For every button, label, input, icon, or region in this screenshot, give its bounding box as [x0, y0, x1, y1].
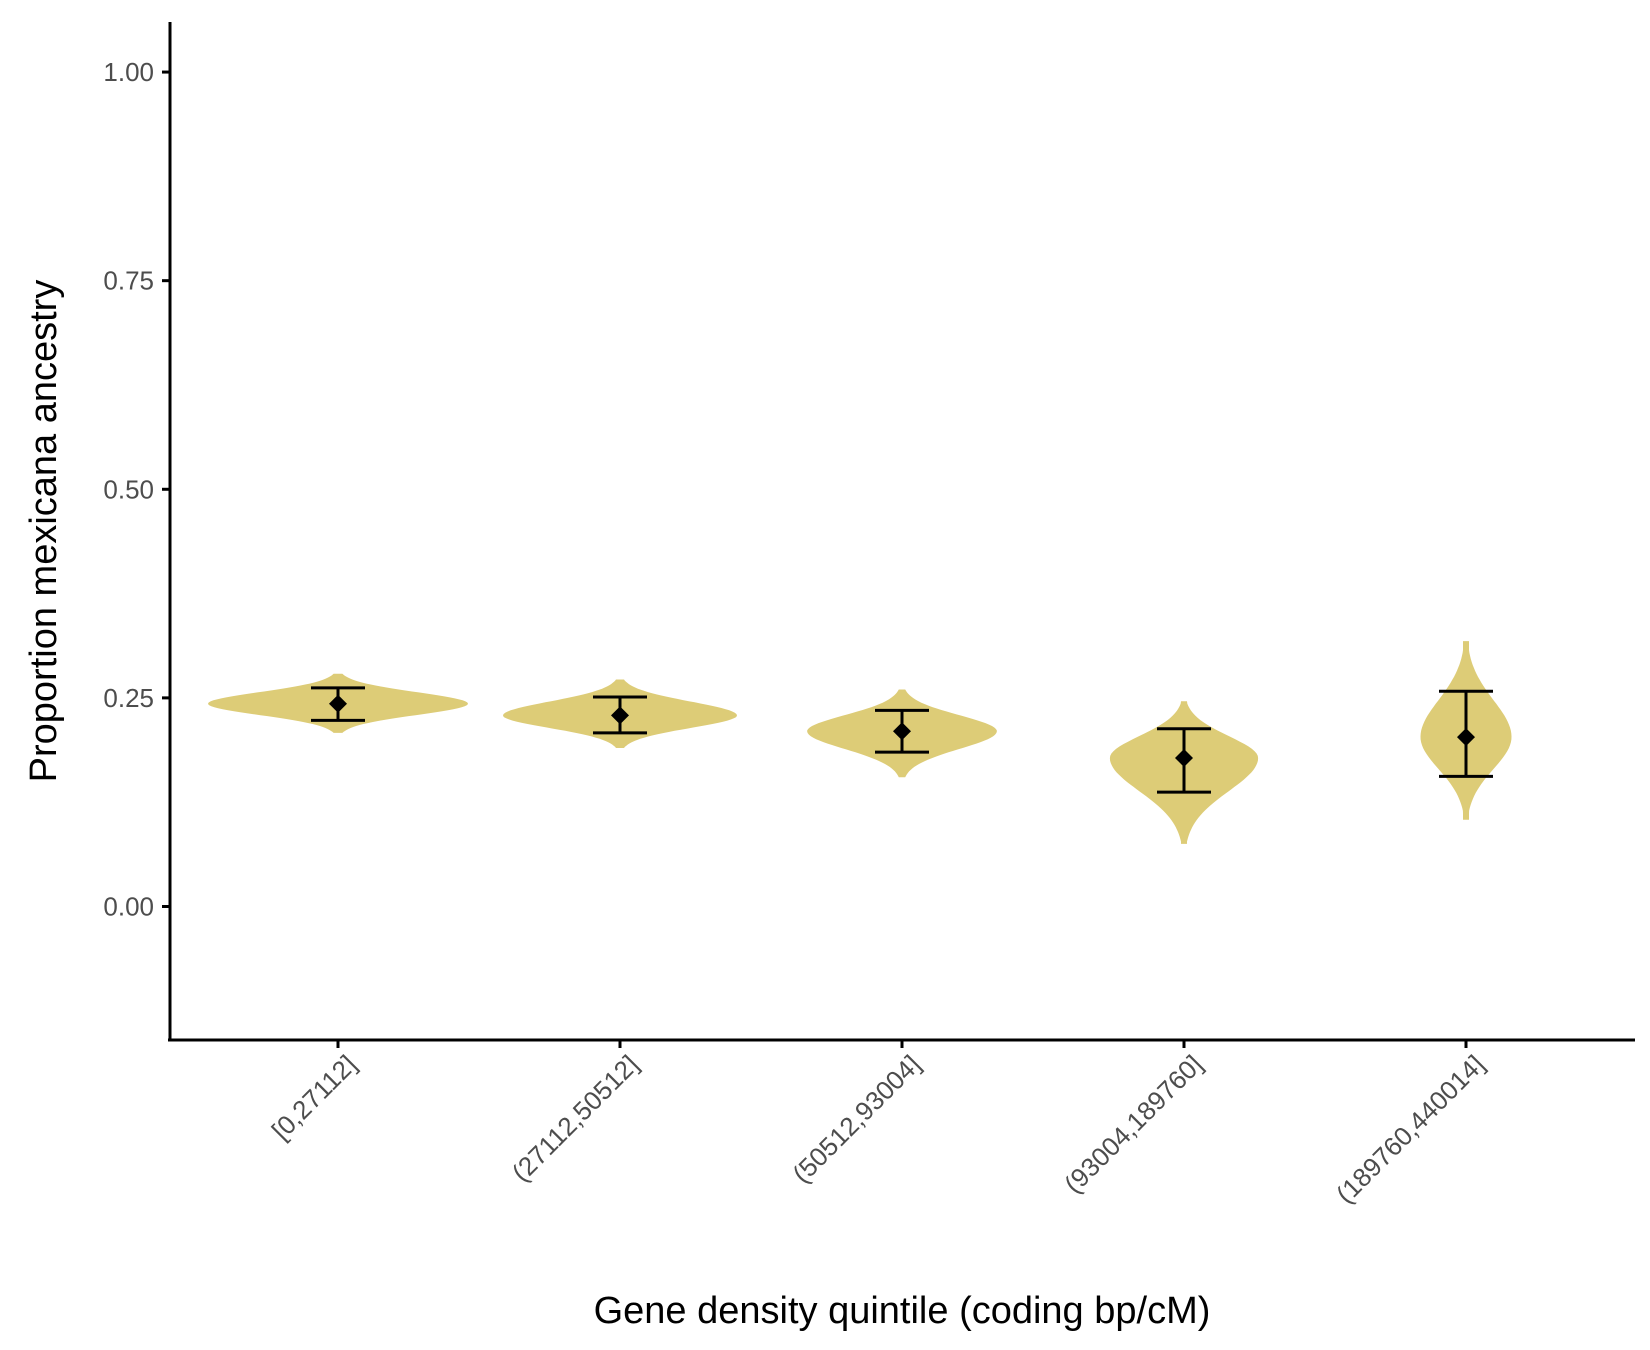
x-tick-label: [0,27112] — [266, 1049, 363, 1146]
mean-marker — [1457, 728, 1475, 747]
x-tick-label: (93004,189760] — [1058, 1049, 1208, 1199]
x-axis-title: Gene density quintile (coding bp/cM) — [594, 1290, 1211, 1332]
mean-marker — [1175, 748, 1193, 767]
x-tick-label: (27112,50512] — [506, 1049, 644, 1187]
y-axis: 0.00 0.25 0.50 0.75 1.00 — [103, 57, 170, 921]
y-tick-label: 1.00 — [103, 57, 154, 87]
y-tick-label: 0.75 — [103, 266, 154, 296]
errorbars-layer — [311, 686, 1493, 794]
y-axis-title: Proportion mexicana ancestry — [23, 280, 65, 783]
y-tick-label: 0.25 — [103, 683, 154, 713]
mean-marker — [893, 722, 911, 741]
mean-markers-layer — [329, 694, 1475, 767]
mean-marker — [611, 706, 629, 725]
x-tick-label: (50512,93004] — [786, 1049, 926, 1189]
y-tick-label: 0.50 — [103, 474, 154, 504]
violins-layer — [208, 641, 1512, 844]
mean-marker — [329, 694, 347, 713]
y-tick-label: 0.00 — [103, 891, 154, 921]
x-tick-label: (189760,440014] — [1330, 1049, 1490, 1209]
x-axis: [0,27112] (27112,50512] (50512,93004] (9300… — [266, 1040, 1490, 1209]
